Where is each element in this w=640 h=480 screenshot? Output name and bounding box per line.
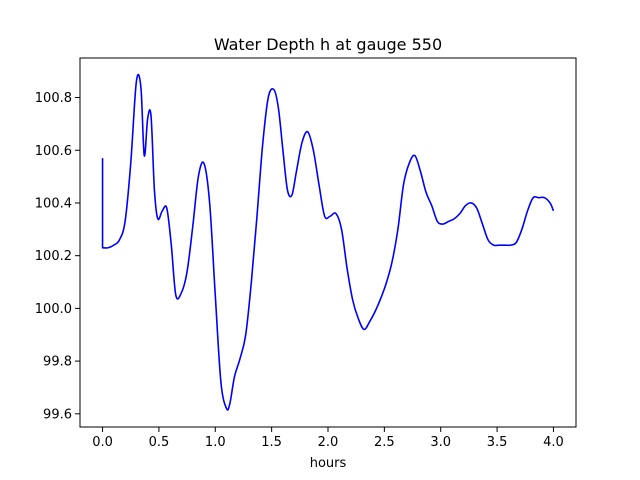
chart-title: Water Depth h at gauge 550 <box>214 35 442 54</box>
y-tick-label: 100.8 <box>35 91 72 106</box>
plot-frame <box>79 57 577 428</box>
x-tick-label: 4.0 <box>543 435 564 450</box>
x-tick-label: 2.0 <box>318 435 339 450</box>
y-tick-label: 99.6 <box>43 407 72 422</box>
x-tick-label: 3.0 <box>430 435 451 450</box>
y-tick-label: 100.6 <box>35 144 72 159</box>
y-tick-label: 100.4 <box>35 196 72 211</box>
x-tick-label: 3.5 <box>487 435 508 450</box>
x-axis-label: hours <box>310 456 347 471</box>
x-tick-label: 2.5 <box>374 435 395 450</box>
series-layer <box>101 73 555 411</box>
y-tick-label: 100.0 <box>35 302 72 317</box>
x-tick-label: 1.5 <box>261 435 282 450</box>
series-line <box>101 73 555 411</box>
x-tick-label: 0.5 <box>149 435 170 450</box>
y-axis: 99.6 99.8 100.0 100.2 100.4 100.6 100.8 <box>35 91 80 422</box>
x-tick-label: 1.0 <box>205 435 226 450</box>
y-tick-label: 99.8 <box>43 355 72 370</box>
x-tick-label: 0.0 <box>92 435 113 450</box>
x-axis: 0.0 0.5 1.0 1.5 2.0 2.5 3.0 3.5 4.0 <box>92 427 564 450</box>
y-tick-label: 100.2 <box>35 249 72 264</box>
